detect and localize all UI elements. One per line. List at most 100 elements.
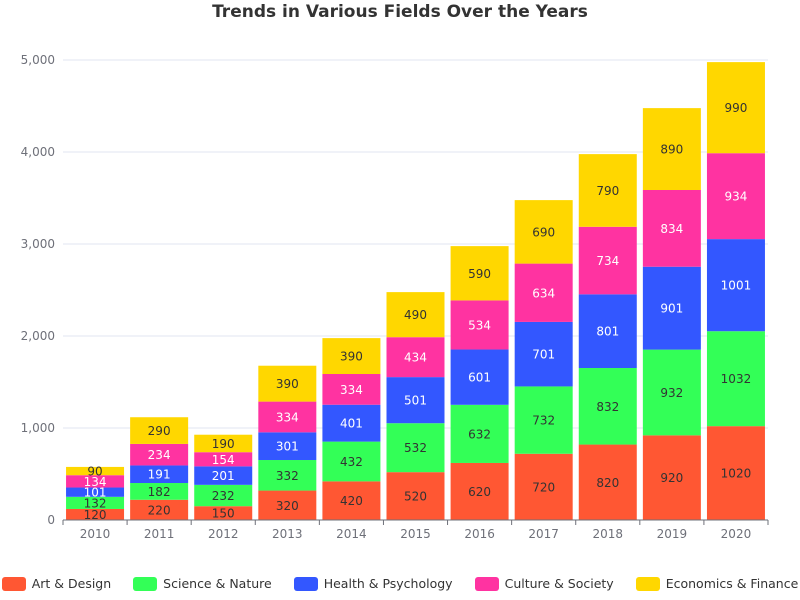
bar-segment [66,475,125,488]
data-label: 1020 [721,467,752,481]
data-label: 920 [660,471,683,485]
data-label: 132 [84,496,107,510]
bar-segment [194,466,253,485]
bar-segment [194,452,253,467]
bar-segment [386,292,445,338]
bar-segment [578,444,637,520]
data-label: 490 [404,308,427,322]
data-label: 834 [660,222,683,236]
x-tick-label: 2012 [208,527,239,541]
data-label: 901 [660,302,683,316]
x-tick-label: 2020 [721,527,752,541]
data-label: 820 [596,476,619,490]
bar-segment [642,189,701,267]
data-label: 590 [468,267,491,281]
bar-segment [706,331,765,427]
data-label: 790 [596,184,619,198]
bar-segment [194,506,253,520]
data-label: 190 [212,437,235,451]
bar-segment [514,453,573,520]
bar-segment [322,373,381,405]
bar-segment [450,404,509,463]
legend-label: Health & Psychology [323,576,453,591]
data-label: 890 [660,143,683,157]
y-tick-label: 4,000 [21,145,55,159]
data-label: 150 [212,507,235,521]
bar-segment [642,266,701,350]
data-label: 634 [532,286,555,300]
legend-item[interactable]: Economics & Finance [635,576,798,591]
legend-swatch [635,576,660,591]
bar-segment [258,460,317,491]
bar-segment [514,263,573,322]
data-label: 390 [340,350,363,364]
bar-segment [194,484,253,507]
data-label: 290 [148,424,171,438]
bar-segment [386,337,445,378]
data-label: 332 [276,469,299,483]
bar-segment [130,417,189,444]
bar-segment [258,490,317,520]
bar-segment [578,226,637,295]
data-label: 234 [148,448,171,462]
bar-segment [322,481,381,520]
bar-segment [66,466,125,476]
bar-segment [706,62,765,154]
bar-segment [706,426,765,520]
chart-title: Trends in Various Fields Over the Years [212,2,588,22]
data-label: 432 [340,455,363,469]
bar-segment [450,246,509,301]
data-label: 201 [212,469,235,483]
legend-swatch [133,576,158,591]
x-tick-label: 2014 [336,527,367,541]
data-label: 734 [596,254,619,268]
y-tick-label: 3,000 [21,237,55,251]
data-label: 620 [468,485,491,499]
legend-item[interactable]: Culture & Society [474,576,614,591]
x-tick-label: 2015 [400,527,431,541]
data-label: 420 [340,494,363,508]
data-label: 120 [84,508,107,522]
bar-segment [130,465,189,484]
data-label: 720 [532,480,555,494]
data-label: 501 [404,394,427,408]
x-tick-label: 2013 [272,527,303,541]
data-label: 301 [276,440,299,454]
bar-segment [322,441,381,482]
bar-segment [130,499,189,520]
data-label: 320 [276,499,299,513]
y-tick-label: 5,000 [21,53,55,67]
bar-segment [258,365,317,402]
bar-segment [258,432,317,461]
data-label: 434 [404,351,427,365]
data-label: 401 [340,417,363,431]
legend-item[interactable]: Health & Psychology [293,576,453,591]
legend-item[interactable]: Science & Nature [133,576,272,591]
y-tick-label: 1,000 [21,421,55,435]
bar-segment [450,300,509,350]
data-label: 232 [212,489,235,503]
bar-segment [578,154,637,227]
bar-segment [642,349,701,436]
bar-segment [514,321,573,387]
data-label: 154 [212,453,235,467]
data-label: 690 [532,225,555,239]
bar-segment [194,434,253,453]
data-label: 390 [276,377,299,391]
bar-segment [66,487,125,497]
data-label: 801 [596,325,619,339]
bar-segment [514,200,573,264]
data-label: 990 [725,101,748,115]
data-label: 520 [404,490,427,504]
data-label: 701 [532,348,555,362]
legend-label: Science & Nature [163,576,272,591]
bar-segment [450,462,509,520]
legend-item[interactable]: Art & Design [1,576,112,591]
bar-segment [322,404,381,442]
data-label: 334 [276,410,299,424]
chart-legend: Art & Design Science & Nature Health & Psy… [0,576,800,591]
data-label: 90 [87,465,102,479]
legend-label: Art & Design [31,576,112,591]
legend-swatch [474,576,499,591]
